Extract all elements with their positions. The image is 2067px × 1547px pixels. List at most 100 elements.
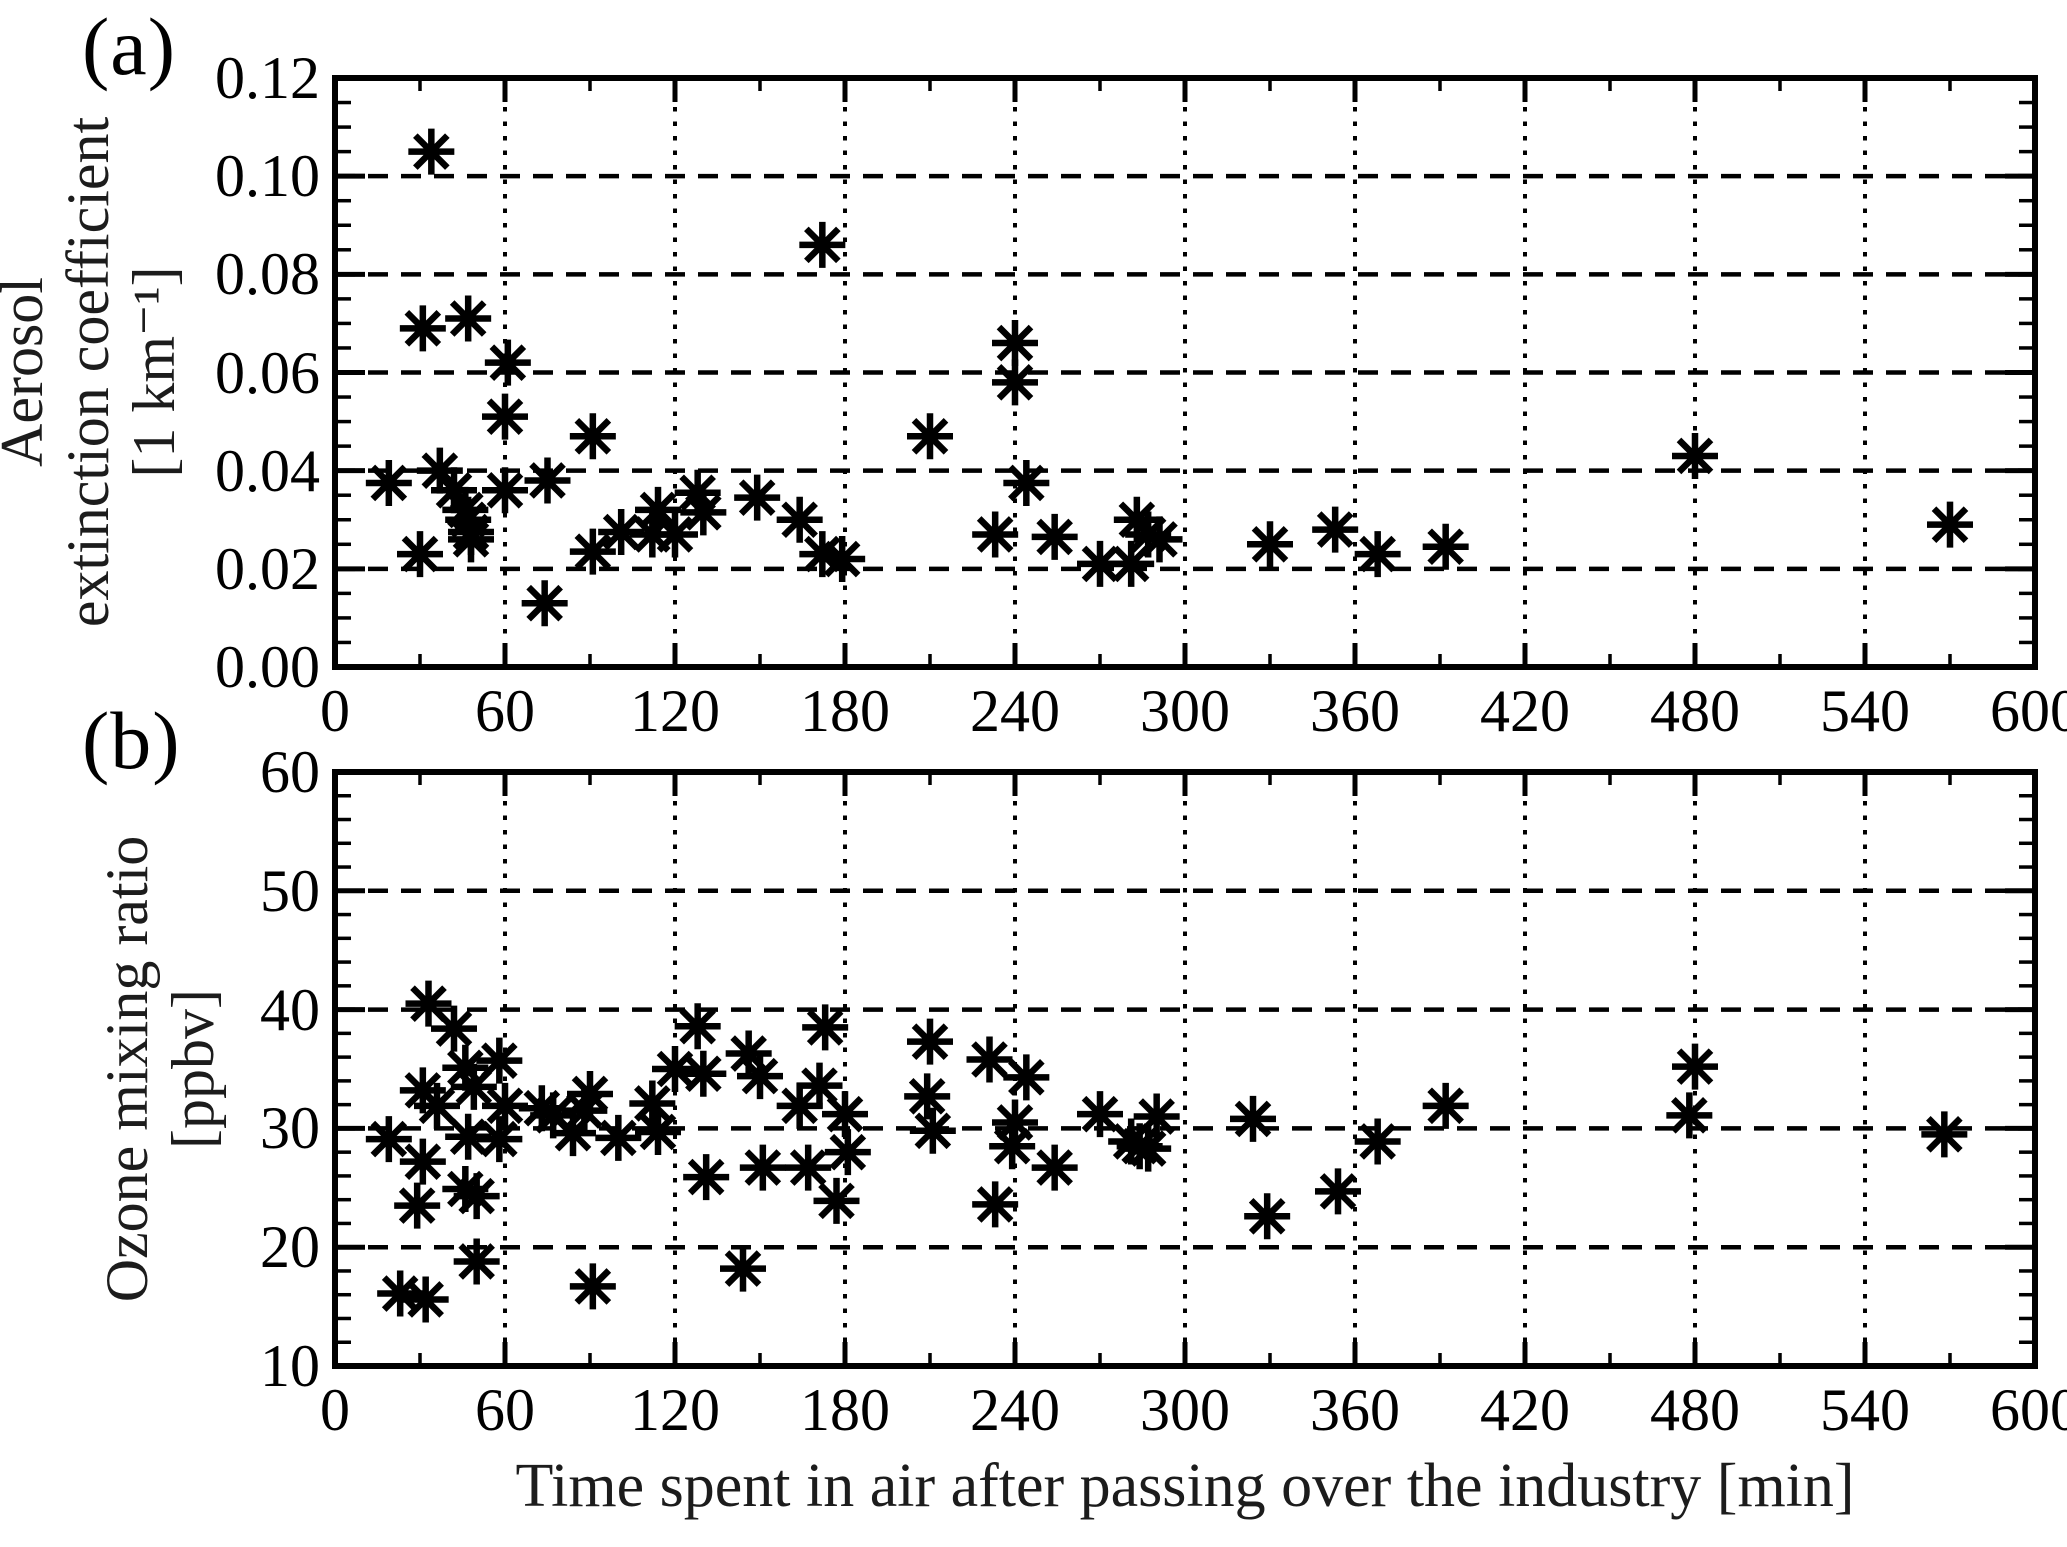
data-point-marker <box>674 469 721 516</box>
data-point-marker <box>1031 1144 1078 1191</box>
data-point-marker <box>1108 540 1155 587</box>
data-point-marker <box>1312 506 1359 553</box>
data-point-marker <box>476 1037 523 1084</box>
data-point-marker <box>822 1091 868 1138</box>
data-point-marker <box>819 536 866 583</box>
data-point-marker <box>776 1082 823 1129</box>
data-point-marker <box>734 474 781 521</box>
panel-a-x-tick-label: 360 <box>1310 678 1400 744</box>
data-point-marker <box>813 1177 860 1224</box>
data-point-marker <box>445 1113 492 1160</box>
data-point-marker <box>739 1144 786 1191</box>
data-point-marker <box>683 1154 730 1201</box>
data-point-marker <box>365 1116 412 1163</box>
data-point-marker <box>1077 540 1123 587</box>
x-axis-title: Time spent in air after passing over the… <box>515 1452 1855 1520</box>
data-point-marker <box>972 511 1019 558</box>
data-point-marker <box>482 1082 528 1129</box>
data-point-marker <box>799 531 846 578</box>
data-point-marker <box>484 339 531 386</box>
data-point-marker <box>442 1044 489 1091</box>
panel-a-y-tick-label: 0.08 <box>215 241 320 308</box>
panel-b-plot-area <box>332 769 2038 1369</box>
data-point-marker <box>680 1050 727 1097</box>
panel-a-x-tick-label: 600 <box>1990 678 2067 744</box>
data-point-marker <box>482 393 528 440</box>
panel-b-x-tick-label: 120 <box>630 1377 720 1443</box>
data-point-marker <box>1077 1091 1123 1138</box>
data-point-marker <box>992 320 1038 367</box>
data-point-marker <box>785 1144 832 1191</box>
data-point-marker <box>904 1073 951 1120</box>
panel-b-x-tick-label: 240 <box>970 1377 1060 1443</box>
data-point-marker <box>907 1018 953 1065</box>
panel-b-y-tick-label: 20 <box>260 1214 320 1281</box>
panel-a-y-tick-label: 0.02 <box>215 535 320 602</box>
data-point-marker <box>445 295 492 342</box>
data-point-marker <box>397 531 443 578</box>
data-point-marker <box>399 305 446 352</box>
panel-b-y-tick-label: 60 <box>260 739 320 805</box>
data-point-marker <box>569 1263 616 1310</box>
data-point-marker <box>521 580 568 627</box>
panel-b-x-tick-label: 420 <box>1480 1377 1570 1443</box>
data-point-marker <box>629 1080 676 1127</box>
panel-a-y-tick-label: 0.12 <box>215 45 320 111</box>
data-point-marker <box>408 128 455 175</box>
panel-b-x-tick-label: 0 <box>320 1377 350 1443</box>
panel-a-x-tick-label: 180 <box>800 678 890 744</box>
data-point-marker <box>680 489 727 536</box>
panel-b-x-tick-label: 360 <box>1310 1377 1400 1443</box>
data-point-marker <box>365 459 412 506</box>
panel-b-x-tick-label: 480 <box>1650 1377 1740 1443</box>
data-point-marker <box>720 1245 766 1292</box>
data-point-marker <box>414 1082 460 1129</box>
data-point-marker <box>1031 513 1078 560</box>
data-point-marker <box>567 1070 613 1117</box>
data-point-marker <box>725 1030 772 1077</box>
data-point-marker <box>909 1107 956 1154</box>
panel-a-y-axis-title-line1: Aerosol <box>0 277 55 467</box>
data-point-marker <box>907 413 953 460</box>
data-point-marker <box>652 511 698 558</box>
panel-b-label: (b) <box>82 695 181 786</box>
data-point-marker <box>802 1004 849 1051</box>
data-point-marker <box>1921 1111 1968 1158</box>
panel-a-label: (a) <box>82 1 177 92</box>
panel-b-x-tick-label: 600 <box>1990 1377 2067 1443</box>
data-point-marker <box>1136 516 1183 563</box>
data-point-marker <box>530 1092 577 1139</box>
data-point-marker <box>989 1123 1036 1170</box>
data-point-marker <box>595 1114 642 1161</box>
data-point-marker <box>1247 521 1293 568</box>
data-point-marker <box>972 1181 1019 1228</box>
panel-b-y-tick-label: 10 <box>260 1333 320 1399</box>
data-point-marker <box>1003 1054 1050 1101</box>
data-point-marker <box>550 1110 596 1157</box>
data-point-marker <box>561 1087 608 1134</box>
data-point-marker <box>635 486 681 533</box>
data-point-marker <box>776 496 823 543</box>
data-point-marker <box>482 467 528 514</box>
data-point-marker <box>402 1276 449 1323</box>
panel-a-x-tick-label: 420 <box>1480 678 1570 744</box>
panel-b-y-tick-label: 30 <box>260 1095 320 1162</box>
data-point-marker <box>416 447 463 494</box>
panel-a-plot-area <box>332 75 2038 670</box>
panel-a-y-tick-label: 0.06 <box>215 339 320 406</box>
panel-a-x-tick-label: 0 <box>320 678 350 744</box>
data-point-marker <box>737 1053 783 1100</box>
data-point-marker <box>1672 1043 1718 1090</box>
data-point-marker <box>1354 531 1401 578</box>
panel-b-x-tick-label: 180 <box>800 1377 890 1443</box>
data-point-marker <box>635 1108 681 1155</box>
data-point-marker <box>992 359 1038 406</box>
data-point-marker <box>448 516 494 563</box>
panel-a-x-tick-label: 120 <box>630 678 720 744</box>
data-point-marker <box>569 528 616 575</box>
data-point-marker <box>453 1173 500 1220</box>
panel-b-x-tick-label: 540 <box>1820 1377 1910 1443</box>
data-point-marker <box>431 1005 477 1052</box>
data-point-marker <box>1003 459 1050 506</box>
